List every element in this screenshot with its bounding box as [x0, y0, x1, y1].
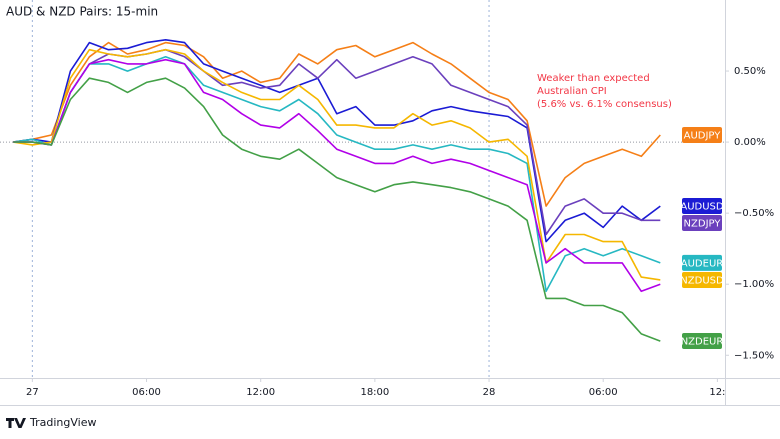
- x-tick-label: 27: [26, 387, 39, 398]
- series-label: AUDJPY: [682, 127, 722, 143]
- y-tick-label: −0.50%: [734, 208, 774, 219]
- annotation: Weaker than expected Australian CPI (5.6…: [537, 73, 672, 110]
- series-line: [13, 77, 661, 342]
- series-label-text: NZDJPY: [684, 219, 722, 230]
- series-label: NZDJPY: [682, 215, 722, 232]
- annotation-line: Australian CPI: [537, 86, 607, 97]
- brand-name: TradingView: [29, 416, 96, 429]
- series-label: NZDUSD: [680, 271, 724, 288]
- x-tick-label: 06:00: [132, 387, 161, 398]
- series-line: [13, 39, 661, 243]
- x-tick-label: 12:: [709, 387, 725, 398]
- brand: TradingView: [6, 416, 96, 429]
- series-label-text: AUDEUR: [681, 258, 723, 269]
- y-tick-label: −1.00%: [734, 279, 774, 290]
- series-label-text: AUDJPY: [684, 131, 722, 142]
- series-label-box: [682, 271, 722, 288]
- series-label: AUDUSD: [680, 198, 724, 215]
- series-label: AUDEUR: [681, 254, 723, 271]
- annotation-line: Weaker than expected: [537, 73, 650, 84]
- x-tick-label: 12:00: [246, 387, 275, 398]
- x-tick-label: 06:00: [589, 387, 618, 398]
- series-label-text: NZDUSD: [680, 275, 724, 286]
- x-tick-label: 28: [483, 387, 496, 398]
- series-line: [13, 48, 661, 281]
- y-tick-label: 0.50%: [734, 66, 766, 77]
- series-label: NZDEUR: [681, 333, 724, 350]
- series-line: [13, 58, 661, 293]
- annotation-line: (5.6% vs. 6.1% consensus): [537, 99, 672, 110]
- series-label-box: [682, 333, 722, 350]
- series-line: [13, 41, 661, 207]
- series-line: [13, 56, 661, 293]
- brand-logo: [6, 418, 26, 428]
- series-label-text: NZDEUR: [681, 337, 724, 348]
- series-label-text: AUDUSD: [680, 202, 724, 213]
- series-label-box: [682, 254, 722, 271]
- y-tick-label: −1.50%: [734, 350, 774, 361]
- series-label-box: [682, 198, 722, 215]
- chart-title: AUD & NZD Pairs: 15-min: [6, 5, 158, 19]
- y-tick-label: 0.00%: [734, 137, 766, 148]
- series-label-box: [682, 215, 722, 232]
- series-label-box: [682, 127, 722, 143]
- x-tick-label: 18:00: [360, 387, 389, 398]
- plot-area: [0, 0, 725, 378]
